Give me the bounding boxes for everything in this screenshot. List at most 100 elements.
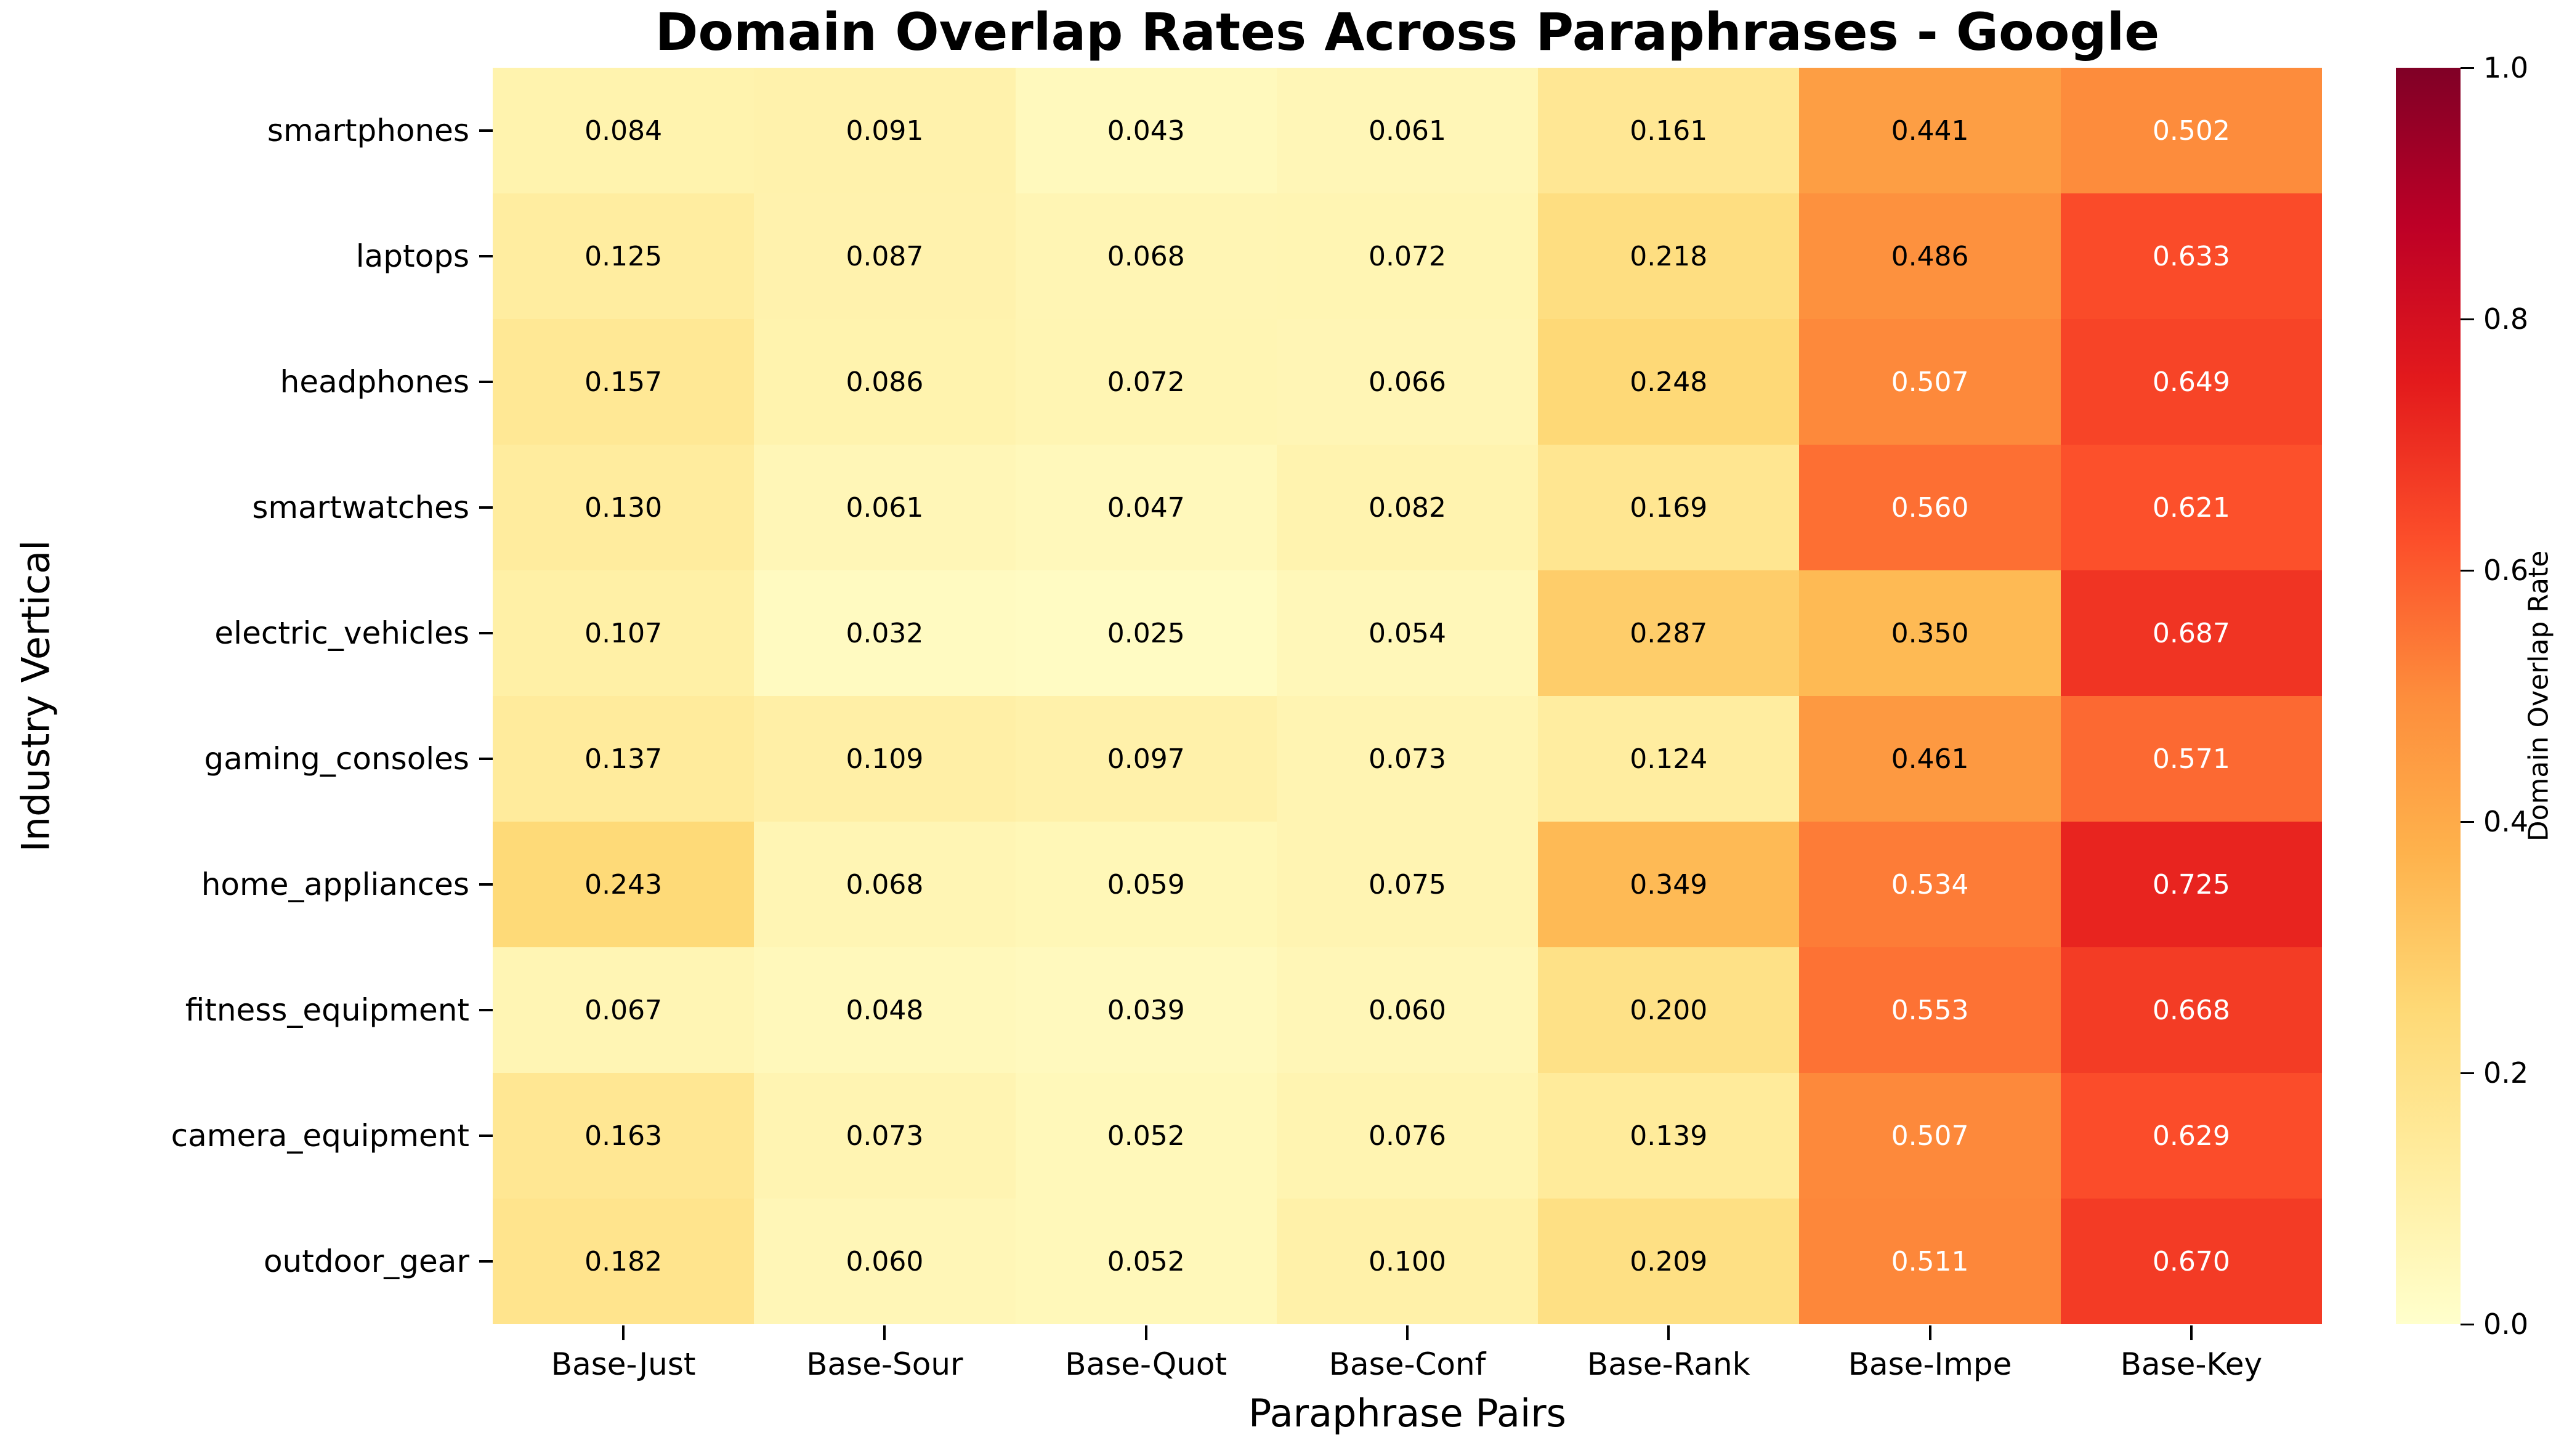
heatmap-cell-value: 0.075 bbox=[1369, 868, 1446, 900]
heatmap-cell: 0.066 bbox=[1276, 319, 1539, 445]
colorbar-label: Domain Overlap Rate bbox=[2523, 550, 2555, 842]
y-tick-label: home_appliances bbox=[201, 867, 469, 902]
heatmap-cell: 0.073 bbox=[1276, 696, 1539, 822]
heatmap-cell: 0.139 bbox=[1538, 1073, 1800, 1199]
heatmap-cell-value: 0.043 bbox=[1107, 115, 1185, 147]
x-tick-mark bbox=[1406, 1325, 1409, 1340]
heatmap-cell: 0.125 bbox=[493, 193, 754, 319]
heatmap-cell-value: 0.461 bbox=[1891, 743, 1969, 775]
x-axis-label: Paraphrase Pairs bbox=[1248, 1391, 1566, 1436]
heatmap-cell: 0.441 bbox=[1799, 68, 2061, 193]
heatmap-cell-value: 0.066 bbox=[1369, 366, 1446, 398]
y-tick-label: outdoor_gear bbox=[263, 1244, 469, 1279]
heatmap-cell: 0.507 bbox=[1799, 319, 2061, 445]
heatmap-cell-value: 0.248 bbox=[1630, 366, 1708, 398]
y-tick-mark bbox=[479, 1009, 493, 1011]
heatmap-cell: 0.200 bbox=[1538, 947, 1800, 1073]
heatmap-cell: 0.633 bbox=[2060, 193, 2322, 319]
heatmap-cell-value: 0.629 bbox=[2152, 1120, 2230, 1152]
heatmap-cell-value: 0.507 bbox=[1891, 366, 1969, 398]
heatmap-cell-value: 0.130 bbox=[584, 491, 663, 524]
heatmap-cell: 0.097 bbox=[1015, 696, 1277, 822]
heatmap-cell: 0.169 bbox=[1538, 445, 1800, 570]
heatmap-cell-value: 0.163 bbox=[584, 1120, 663, 1152]
heatmap-cell: 0.054 bbox=[1276, 570, 1539, 696]
heatmap-cell-value: 0.084 bbox=[584, 115, 663, 147]
x-tick-mark bbox=[1667, 1325, 1670, 1340]
heatmap-cell-value: 0.511 bbox=[1891, 1245, 1969, 1277]
heatmap-cell: 0.511 bbox=[1799, 1199, 2061, 1324]
y-tick-mark bbox=[479, 883, 493, 886]
heatmap-cell-value: 0.086 bbox=[846, 366, 924, 398]
heatmap-cell-value: 0.073 bbox=[846, 1120, 924, 1152]
heatmap-cell-value: 0.068 bbox=[846, 868, 924, 900]
x-tick-label: Base-Quot bbox=[1065, 1346, 1227, 1382]
heatmap-cell-value: 0.073 bbox=[1369, 743, 1446, 775]
heatmap-cell-value: 0.200 bbox=[1630, 994, 1708, 1026]
heatmap-cell: 0.349 bbox=[1538, 822, 1800, 947]
heatmap-cell: 0.287 bbox=[1538, 570, 1800, 696]
y-tick-mark bbox=[479, 1260, 493, 1263]
heatmap-cell: 0.486 bbox=[1799, 193, 2061, 319]
heatmap-cell: 0.032 bbox=[754, 570, 1016, 696]
y-tick-mark bbox=[479, 129, 493, 132]
heatmap-cell-value: 0.107 bbox=[584, 617, 663, 649]
x-tick-label: Base-Just bbox=[551, 1346, 696, 1382]
heatmap-cell: 0.668 bbox=[2060, 947, 2322, 1073]
heatmap-cell: 0.130 bbox=[493, 445, 754, 570]
heatmap-cell-value: 0.054 bbox=[1369, 617, 1446, 649]
heatmap-cell-value: 0.534 bbox=[1891, 868, 1969, 900]
heatmap-cell-value: 0.048 bbox=[846, 994, 924, 1026]
heatmap-cell: 0.067 bbox=[493, 947, 754, 1073]
y-tick-label: fitness_equipment bbox=[185, 992, 469, 1028]
heatmap-cell: 0.082 bbox=[1276, 445, 1539, 570]
heatmap-cell: 0.209 bbox=[1538, 1199, 1800, 1324]
heatmap-cell: 0.560 bbox=[1799, 445, 2061, 570]
heatmap-cell-value: 0.087 bbox=[846, 240, 924, 272]
x-tick-mark bbox=[1928, 1325, 1931, 1340]
heatmap-cell-value: 0.125 bbox=[584, 240, 663, 272]
heatmap-cell-value: 0.560 bbox=[1891, 491, 1969, 524]
heatmap-cell-value: 0.621 bbox=[2152, 491, 2230, 524]
y-tick-mark bbox=[479, 506, 493, 509]
y-tick-label: electric_vehicles bbox=[214, 615, 469, 651]
heatmap-cell: 0.649 bbox=[2060, 319, 2322, 445]
heatmap-cell-value: 0.061 bbox=[1369, 115, 1446, 147]
heatmap-cell: 0.534 bbox=[1799, 822, 2061, 947]
y-tick-mark bbox=[479, 758, 493, 760]
y-tick-mark bbox=[479, 255, 493, 257]
colorbar-tick-label: 0.0 bbox=[2483, 1308, 2529, 1341]
heatmap-cell-value: 0.076 bbox=[1369, 1120, 1446, 1152]
heatmap-cell: 0.061 bbox=[1276, 68, 1539, 193]
heatmap-cell: 0.060 bbox=[1276, 947, 1539, 1073]
heatmap-cell-value: 0.670 bbox=[2152, 1245, 2230, 1277]
y-tick-label: gaming_consoles bbox=[204, 741, 469, 777]
x-tick-label: Base-Sour bbox=[806, 1346, 963, 1382]
heatmap-cell: 0.461 bbox=[1799, 696, 2061, 822]
heatmap-cell-value: 0.182 bbox=[584, 1245, 663, 1277]
x-tick-label: Base-Rank bbox=[1587, 1346, 1750, 1382]
heatmap-cell: 0.161 bbox=[1538, 68, 1800, 193]
heatmap-cell: 0.025 bbox=[1015, 570, 1277, 696]
heatmap-cell: 0.059 bbox=[1015, 822, 1277, 947]
y-tick-mark bbox=[479, 381, 493, 383]
heatmap-cell: 0.068 bbox=[754, 822, 1016, 947]
x-tick-mark bbox=[622, 1325, 625, 1340]
colorbar-tick-label: 0.4 bbox=[2483, 805, 2529, 838]
heatmap-cell: 0.075 bbox=[1276, 822, 1539, 947]
heatmap-cell: 0.109 bbox=[754, 696, 1016, 822]
heatmap-cell: 0.687 bbox=[2060, 570, 2322, 696]
heatmap-cell: 0.502 bbox=[2060, 68, 2322, 193]
heatmap-cell: 0.725 bbox=[2060, 822, 2322, 947]
heatmap-cell: 0.086 bbox=[754, 319, 1016, 445]
y-tick-label: smartwatches bbox=[252, 490, 469, 525]
heatmap-cell: 0.107 bbox=[493, 570, 754, 696]
heatmap-cell: 0.060 bbox=[754, 1199, 1016, 1324]
y-tick-label: headphones bbox=[280, 364, 469, 400]
colorbar-gradient bbox=[2396, 68, 2461, 1324]
heatmap-cell: 0.068 bbox=[1015, 193, 1277, 319]
colorbar-tick-label: 0.6 bbox=[2483, 554, 2529, 587]
heatmap-cell-value: 0.061 bbox=[846, 491, 924, 524]
heatmap-cell: 0.182 bbox=[493, 1199, 754, 1324]
heatmap-cell-value: 0.137 bbox=[584, 743, 663, 775]
